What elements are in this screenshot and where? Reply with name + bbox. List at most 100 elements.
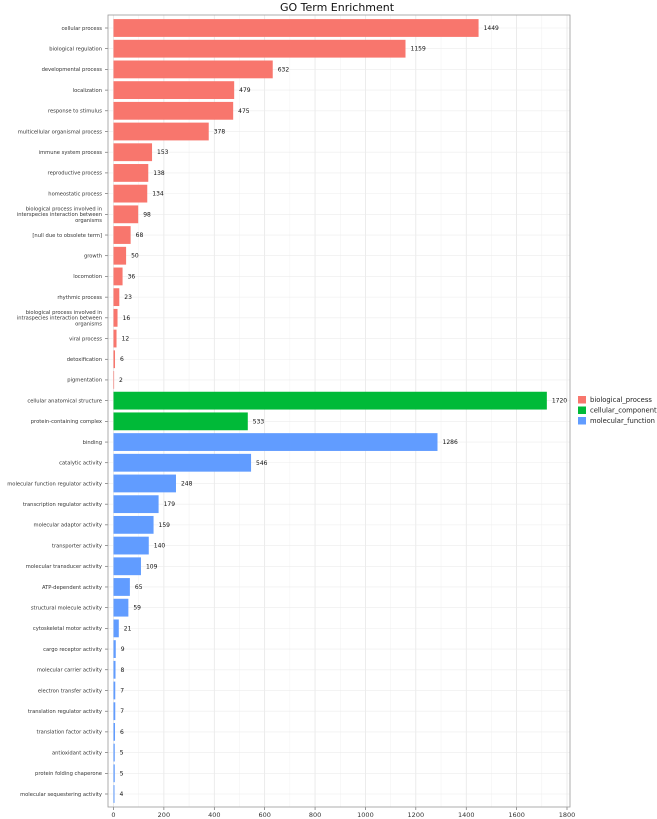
category-label: molecular function regulator activity xyxy=(7,481,102,487)
value-label: 4 xyxy=(120,791,124,798)
legend-label: biological_process xyxy=(590,396,652,404)
value-label: 179 xyxy=(164,501,176,508)
x-tick-label: 1400 xyxy=(458,811,475,819)
plot-panel-border xyxy=(107,14,571,808)
category-label-line: organisms xyxy=(75,321,102,327)
category-label: detoxification xyxy=(67,357,102,363)
category-label: biological regulation xyxy=(49,47,102,53)
category-label: translation factor activity xyxy=(36,730,102,736)
value-label: 68 xyxy=(136,232,144,239)
value-label: 378 xyxy=(214,129,226,136)
category-label-line: structural molecule activity xyxy=(31,605,102,611)
value-label: 1449 xyxy=(484,25,499,32)
bar xyxy=(113,226,131,244)
bar xyxy=(113,515,154,534)
value-label: 21 xyxy=(124,625,132,632)
category-label: antioxidant activity xyxy=(52,750,102,756)
bar xyxy=(113,122,209,141)
bar xyxy=(113,557,141,576)
category-label: cellular anatomical structure xyxy=(27,398,102,404)
value-label: 12 xyxy=(122,336,130,343)
bar xyxy=(113,184,148,203)
category-label: multicellular organismal process xyxy=(18,129,103,135)
x-tick-label: 0 xyxy=(111,811,115,819)
bar xyxy=(113,598,129,617)
value-label: 98 xyxy=(143,211,151,218)
value-label: 1286 xyxy=(443,439,458,446)
category-label: electron transfer activity xyxy=(38,688,102,694)
category-label-line: molecular function regulator activity xyxy=(7,481,102,487)
value-label: 479 xyxy=(239,87,251,94)
bar xyxy=(113,660,116,679)
category-label: reproductive process xyxy=(48,171,103,177)
category-label-line: molecular sequestering activity xyxy=(20,792,102,798)
category-label-line: viral process xyxy=(69,336,102,342)
bar xyxy=(113,101,234,120)
category-label-line: rhythmic process xyxy=(57,295,102,301)
category-label-line: multicellular organismal process xyxy=(18,129,103,135)
category-label: binding xyxy=(83,440,102,446)
value-label: 6 xyxy=(120,356,124,363)
bar xyxy=(113,288,120,307)
value-label: 9 xyxy=(121,646,125,653)
value-label: 475 xyxy=(238,108,250,115)
bar xyxy=(113,764,115,783)
category-label: transcription regulator activity xyxy=(23,502,102,508)
category-label: pigmentation xyxy=(67,378,102,384)
value-label: 109 xyxy=(146,563,158,570)
x-tick-label: 400 xyxy=(208,811,220,819)
plot-panel xyxy=(108,15,570,807)
legend-swatch xyxy=(578,417,586,425)
category-label: transporter activity xyxy=(52,543,102,549)
category-label-line: biological process involved in xyxy=(26,310,102,316)
category-label: ATP-dependent activity xyxy=(42,585,102,591)
category-labels: cellular process biological regulation dev… xyxy=(7,26,108,798)
category-label-line: translation factor activity xyxy=(36,730,102,736)
bar xyxy=(113,785,115,803)
category-label-line: organisms xyxy=(75,218,102,224)
category-label-line: locomotion xyxy=(73,274,102,280)
bar xyxy=(113,433,438,451)
x-tick-label: 1000 xyxy=(357,811,374,819)
bar xyxy=(113,371,115,389)
legend-swatch xyxy=(578,406,586,414)
category-label: immune system process xyxy=(39,150,103,156)
category-label-line: detoxification xyxy=(67,357,102,363)
category-label-line: molecular carrier activity xyxy=(37,668,102,674)
legend: biological_process cellular_componentmole… xyxy=(578,396,657,425)
x-tick-label: 1800 xyxy=(559,811,576,819)
x-tick-label: 1600 xyxy=(508,811,525,819)
category-label-line: cargo receptor activity xyxy=(43,647,102,653)
category-label: locomotion xyxy=(73,274,102,280)
value-label: 5 xyxy=(120,770,124,777)
bar xyxy=(113,453,252,472)
category-label-line: protein folding chaperone xyxy=(35,771,102,777)
bar xyxy=(113,164,149,182)
value-label: 632 xyxy=(278,66,290,73)
value-label: 23 xyxy=(124,294,132,301)
x-tick-label: 1200 xyxy=(408,811,425,819)
bar xyxy=(113,640,116,658)
category-label-line: immune system process xyxy=(39,150,103,156)
category-label: protein folding chaperone xyxy=(35,771,102,777)
category-label: protein-containing complex xyxy=(31,419,102,425)
category-label-line: molecular adaptor activity xyxy=(34,523,102,529)
bar xyxy=(113,578,130,596)
legend-label: cellular_component xyxy=(590,407,657,415)
bar xyxy=(113,60,273,79)
x-tick-label: 200 xyxy=(158,811,170,819)
category-label-line: growth xyxy=(84,254,102,260)
value-label: 8 xyxy=(121,667,125,674)
bar xyxy=(113,495,159,514)
category-label-line: antioxidant activity xyxy=(52,750,102,756)
value-label: 134 xyxy=(152,191,164,198)
category-label: rhythmic process xyxy=(57,295,102,301)
bar xyxy=(113,308,118,327)
category-label: response to stimulus xyxy=(48,109,102,115)
bar xyxy=(113,681,116,700)
category-label: viral process xyxy=(69,336,102,342)
value-label: 59 xyxy=(133,605,141,612)
bar xyxy=(113,143,153,162)
bar xyxy=(113,412,248,431)
